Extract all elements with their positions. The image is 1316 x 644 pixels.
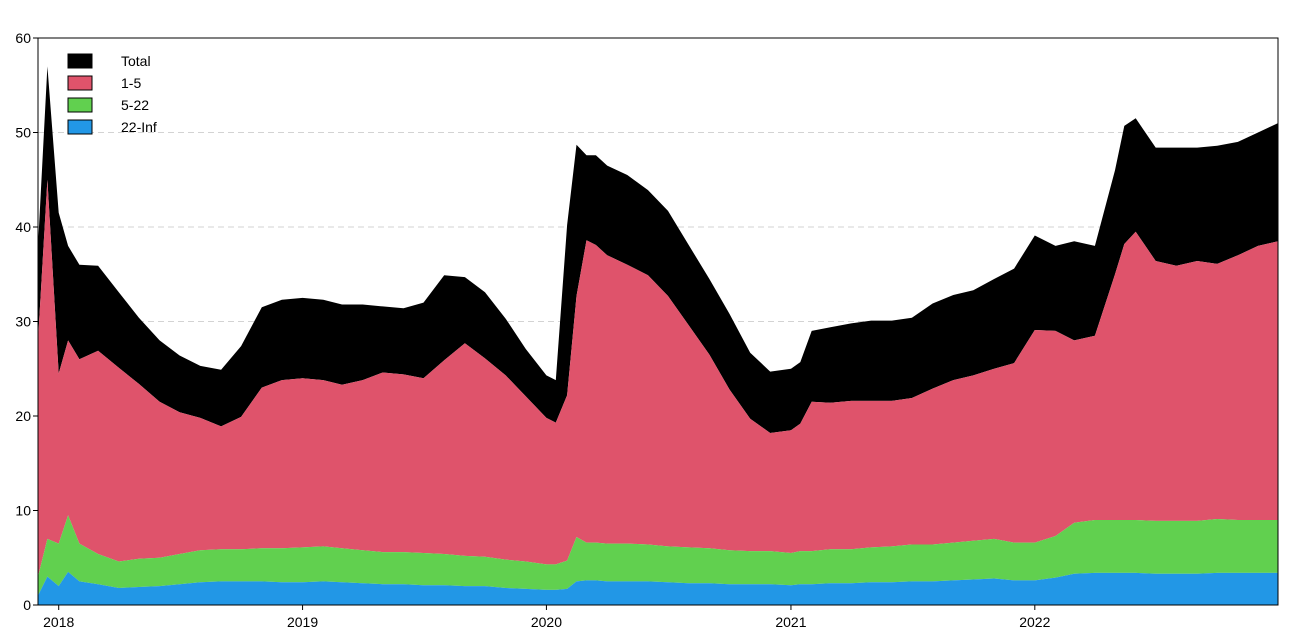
x-tick-label-2019: 2019 [287, 614, 318, 630]
y-axis: 0 10 20 30 40 50 60 [15, 30, 38, 613]
y-tick-label-40: 40 [15, 219, 31, 235]
legend: Total 1-5 5-22 22-Inf [67, 53, 157, 135]
x-tick-label-2022: 2022 [1019, 614, 1050, 630]
legend-swatch-22-inf [67, 119, 93, 135]
y-tick-label-20: 20 [15, 408, 31, 424]
legend-swatch-1-5 [67, 75, 93, 91]
y-tick-label-30: 30 [15, 314, 31, 330]
x-tick-label-2021: 2021 [775, 614, 806, 630]
area-22-inf [38, 571, 1278, 605]
legend-label-22-inf: 22-Inf [121, 119, 157, 135]
x-tick-label-2018: 2018 [43, 614, 74, 630]
legend-label-1-5: 1-5 [121, 75, 141, 91]
x-axis: 2018 2019 2020 2021 2022 [43, 605, 1051, 630]
area-total [38, 66, 1278, 434]
legend-label-total: Total [121, 53, 151, 69]
area-1-5 [38, 179, 1278, 577]
y-tick-label-60: 60 [15, 30, 31, 46]
x-tick-label-2020: 2020 [531, 614, 562, 630]
legend-label-5-22: 5-22 [121, 97, 149, 113]
y-tick-label-10: 10 [15, 503, 31, 519]
area-layer [38, 66, 1278, 605]
area-5-22 [38, 515, 1278, 596]
y-tick-label-0: 0 [23, 597, 31, 613]
y-tick-label-50: 50 [15, 125, 31, 141]
legend-swatch-5-22 [67, 97, 93, 113]
legend-swatch-total [67, 53, 93, 69]
